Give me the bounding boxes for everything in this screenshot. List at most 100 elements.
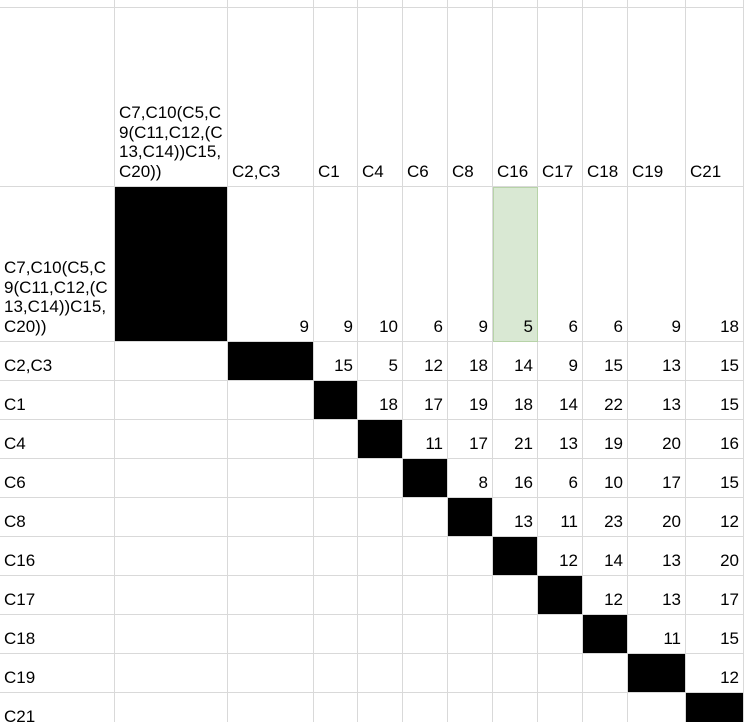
distance-cell[interactable]: 9	[448, 187, 493, 342]
empty-cell[interactable]	[115, 420, 228, 459]
empty-cell[interactable]	[314, 0, 358, 8]
diagonal-cell[interactable]	[686, 693, 744, 722]
distance-cell[interactable]: 17	[448, 420, 493, 459]
column-header[interactable]: C6	[403, 8, 448, 187]
distance-cell[interactable]: 17	[686, 576, 744, 615]
column-header[interactable]: C7,C10(C5,C9(C11,C12,(C13,C14))C15,C20))	[115, 8, 228, 187]
empty-cell[interactable]	[358, 537, 403, 576]
row-header[interactable]: C8	[0, 498, 115, 537]
empty-cell[interactable]	[228, 0, 314, 8]
empty-cell[interactable]	[448, 654, 493, 693]
distance-cell[interactable]: 19	[448, 381, 493, 420]
empty-cell[interactable]	[403, 576, 448, 615]
empty-cell[interactable]	[228, 381, 314, 420]
distance-cell[interactable]: 9	[628, 187, 686, 342]
empty-cell[interactable]	[228, 498, 314, 537]
row-header[interactable]: C18	[0, 615, 115, 654]
column-header[interactable]: C16	[493, 8, 538, 187]
row-header[interactable]: C7,C10(C5,C9(C11,C12,(C13,C14))C15,C20))	[0, 187, 115, 342]
empty-cell[interactable]	[115, 537, 228, 576]
empty-cell[interactable]	[358, 0, 403, 8]
distance-cell[interactable]: 12	[538, 537, 583, 576]
distance-cell[interactable]: 13	[538, 420, 583, 459]
diagonal-cell[interactable]	[448, 498, 493, 537]
distance-cell[interactable]: 12	[583, 576, 628, 615]
row-header[interactable]: C6	[0, 459, 115, 498]
empty-cell[interactable]	[228, 615, 314, 654]
empty-cell[interactable]	[493, 0, 538, 8]
distance-cell[interactable]: 15	[686, 615, 744, 654]
empty-cell[interactable]	[403, 498, 448, 537]
row-header[interactable]: C21	[0, 693, 115, 722]
distance-cell[interactable]: 10	[583, 459, 628, 498]
distance-cell[interactable]: 10	[358, 187, 403, 342]
row-header[interactable]: C17	[0, 576, 115, 615]
empty-cell[interactable]	[314, 576, 358, 615]
column-header[interactable]: C2,C3	[228, 8, 314, 187]
distance-cell[interactable]: 11	[628, 615, 686, 654]
empty-cell[interactable]	[358, 459, 403, 498]
empty-cell[interactable]	[358, 615, 403, 654]
empty-cell[interactable]	[358, 576, 403, 615]
distance-cell[interactable]: 9	[314, 187, 358, 342]
empty-cell[interactable]	[115, 654, 228, 693]
diagonal-cell[interactable]	[314, 381, 358, 420]
column-header[interactable]: C1	[314, 8, 358, 187]
distance-cell[interactable]: 18	[448, 342, 493, 381]
empty-cell[interactable]	[493, 576, 538, 615]
distance-cell[interactable]: 17	[403, 381, 448, 420]
row-header[interactable]: C1	[0, 381, 115, 420]
distance-cell[interactable]: 15	[583, 342, 628, 381]
empty-cell[interactable]	[314, 693, 358, 722]
empty-cell[interactable]	[403, 537, 448, 576]
empty-cell[interactable]	[228, 537, 314, 576]
distance-cell[interactable]: 9	[228, 187, 314, 342]
distance-cell[interactable]: 15	[314, 342, 358, 381]
distance-cell[interactable]: 13	[628, 381, 686, 420]
distance-cell[interactable]: 20	[686, 537, 744, 576]
empty-cell[interactable]	[314, 654, 358, 693]
empty-cell[interactable]	[314, 615, 358, 654]
row-header[interactable]: C2,C3	[0, 342, 115, 381]
empty-cell[interactable]	[583, 654, 628, 693]
column-header[interactable]: C17	[538, 8, 583, 187]
empty-cell[interactable]	[115, 498, 228, 537]
distance-cell[interactable]: 5	[493, 187, 538, 342]
empty-cell[interactable]	[115, 693, 228, 722]
column-header[interactable]: C4	[358, 8, 403, 187]
empty-cell[interactable]	[358, 654, 403, 693]
empty-cell[interactable]	[228, 576, 314, 615]
empty-cell[interactable]	[448, 615, 493, 654]
distance-cell[interactable]: 17	[628, 459, 686, 498]
distance-cell[interactable]: 13	[493, 498, 538, 537]
diagonal-cell[interactable]	[115, 187, 228, 342]
distance-cell[interactable]: 19	[583, 420, 628, 459]
row-header[interactable]: C4	[0, 420, 115, 459]
empty-cell[interactable]	[583, 0, 628, 8]
distance-cell[interactable]: 21	[493, 420, 538, 459]
distance-cell[interactable]: 15	[686, 342, 744, 381]
empty-cell[interactable]	[493, 654, 538, 693]
column-header[interactable]: C19	[628, 8, 686, 187]
empty-cell[interactable]	[448, 576, 493, 615]
empty-cell[interactable]	[115, 459, 228, 498]
empty-cell[interactable]	[403, 0, 448, 8]
distance-cell[interactable]: 6	[538, 187, 583, 342]
empty-cell[interactable]	[314, 420, 358, 459]
empty-cell[interactable]	[228, 420, 314, 459]
diagonal-cell[interactable]	[228, 342, 314, 381]
empty-cell[interactable]	[628, 693, 686, 722]
empty-cell[interactable]	[493, 693, 538, 722]
distance-cell[interactable]: 9	[538, 342, 583, 381]
distance-cell[interactable]: 5	[358, 342, 403, 381]
empty-cell[interactable]	[228, 693, 314, 722]
distance-cell[interactable]: 14	[538, 381, 583, 420]
diagonal-cell[interactable]	[538, 576, 583, 615]
empty-cell[interactable]	[403, 615, 448, 654]
distance-cell[interactable]: 8	[448, 459, 493, 498]
empty-cell[interactable]	[686, 0, 744, 8]
empty-cell[interactable]	[228, 654, 314, 693]
distance-cell[interactable]: 15	[686, 459, 744, 498]
empty-cell[interactable]	[358, 498, 403, 537]
distance-cell[interactable]: 6	[538, 459, 583, 498]
